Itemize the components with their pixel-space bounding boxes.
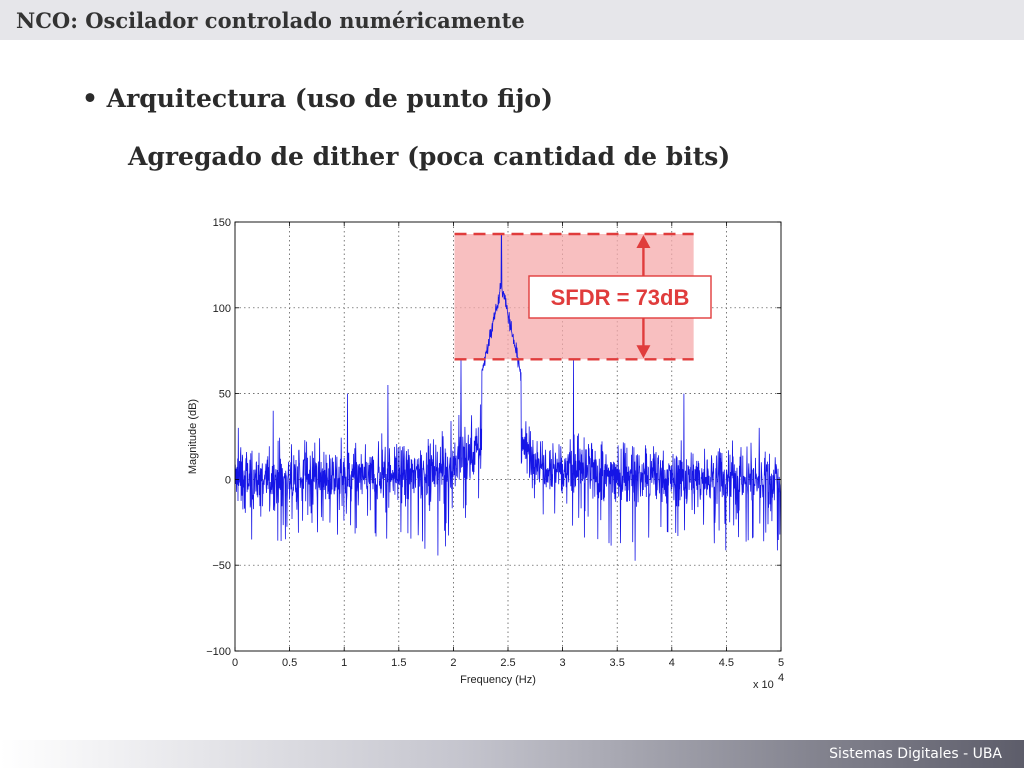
x-multiplier-exponent: 4 xyxy=(778,672,784,684)
y-tick-label: −100 xyxy=(206,646,231,658)
y-tick-label: 50 xyxy=(219,389,231,401)
sfdr-label: SFDR = 73dB xyxy=(551,285,690,310)
y-tick-label: 150 xyxy=(213,217,231,229)
slide-title: NCO: Oscilador controlado numéricamente xyxy=(16,8,525,33)
title-bar: NCO: Oscilador controlado numéricamente xyxy=(0,0,1024,40)
sfdr-label-box xyxy=(528,275,712,319)
x-tick-label: 2.5 xyxy=(500,657,515,669)
y-tick-label: 100 xyxy=(213,303,231,315)
x-tick-label: 3 xyxy=(560,657,566,669)
x-tick-label: 1.5 xyxy=(391,657,406,669)
subheading-dither: Agregado de dither (poca cantidad de bit… xyxy=(128,142,731,171)
sfdr-arrowhead-up xyxy=(636,235,651,249)
bullet-architecture: • Arquitectura (uso de punto fijo) xyxy=(82,84,553,113)
annotation-layer: SFDR = 73dB xyxy=(454,232,712,361)
spectrum-chart: SFDR = 73dB 0 0.5 1 1.5 2 2.5 3 3.5 4 4.5 5 −100 −50… xyxy=(187,217,784,691)
footer-bar: Sistemas Digitales - UBA xyxy=(0,740,1024,768)
x-tick-label: 3.5 xyxy=(610,657,625,669)
sfdr-arrowhead-down xyxy=(636,345,651,359)
x-tick-label: 5 xyxy=(778,657,784,669)
y-tick-label: −50 xyxy=(212,560,231,572)
x-tick-label: 1 xyxy=(341,657,347,669)
plot-frame xyxy=(234,221,782,652)
axis-layer: 0 0.5 1 1.5 2 2.5 3 3.5 4 4.5 5 −100 −50 0 50 100 150 Fre… xyxy=(187,217,784,691)
y-axis-label: Magnitude (dB) xyxy=(187,399,199,474)
x-tick-label: 4.5 xyxy=(719,657,734,669)
x-axis-label: Frequency (Hz) xyxy=(460,674,536,686)
x-tick-label: 2 xyxy=(450,657,456,669)
x-tick-label: 0 xyxy=(232,657,238,669)
x-multiplier-label: x 10 xyxy=(753,679,774,691)
x-tick-label: 4 xyxy=(669,657,675,669)
y-tick-label: 0 xyxy=(225,474,231,486)
x-tick-label: 0.5 xyxy=(282,657,297,669)
footer-text: Sistemas Digitales - UBA xyxy=(829,746,1002,762)
spectrum-trace xyxy=(234,233,782,561)
